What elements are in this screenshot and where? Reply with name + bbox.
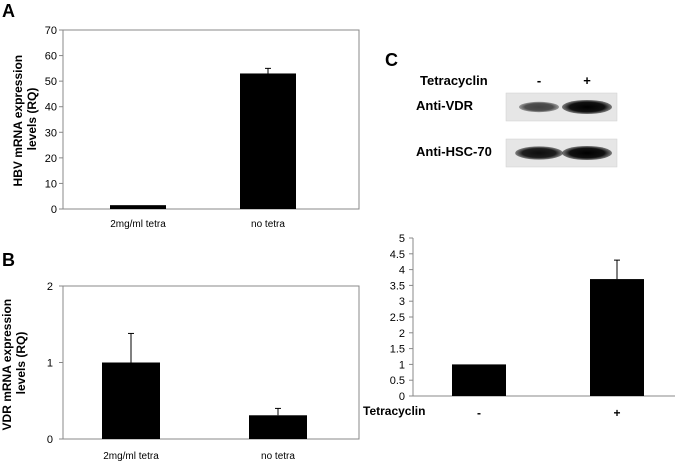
chart-c-y-tick-label: 2.5 (390, 312, 405, 324)
blot-lane-label: + (583, 73, 591, 88)
chart-a-y-tick-label: 20 (45, 153, 57, 165)
blot-band (515, 146, 563, 160)
chart-b-y-tick-label: 2 (47, 281, 53, 293)
chart-b-ylabel: VDR mRNA expression levels (RQ) (0, 296, 28, 431)
panel-letter-a: A (2, 1, 15, 21)
chart-b-ylabel-line1: VDR mRNA expression (0, 299, 14, 431)
chart-a-y-tick-label: 70 (45, 25, 57, 37)
chart-b-category-label: 2mg/ml tetra (103, 451, 159, 461)
chart-c-y-tick-label: 0 (399, 391, 405, 403)
chart-b: VDR mRNA expression levels (RQ) 0 1 2 2mg/m… (0, 281, 360, 461)
chart-c-xlabel: Tetracyclin (363, 404, 425, 418)
chart-c-y-tick-label: 4.5 (390, 249, 405, 261)
chart-a-category-label: no tetra (251, 219, 285, 230)
chart-a-y-tick-label: 30 (45, 127, 57, 139)
panel-letter-b: B (2, 250, 15, 270)
chart-a-bar (240, 73, 296, 209)
panel-letter-c: C (385, 50, 398, 70)
chart-b-bar (249, 415, 307, 439)
chart-a-category-label: 2mg/ml tetra (110, 219, 166, 230)
chart-a-y-tick-label: 50 (45, 76, 57, 88)
chart-a-plot-frame (62, 29, 360, 210)
blot-band (562, 100, 612, 114)
chart-c-y-tick-label: 5 (399, 233, 405, 245)
chart-c-y-tick-label: 3 (399, 296, 405, 308)
chart-b-y-tick-label: 0 (47, 434, 53, 446)
chart-a-ylabel-line1: HBV mRNA expression (11, 55, 25, 187)
chart-c-bar (452, 364, 506, 396)
chart-b-ylabel-line2: levels (RQ) (14, 332, 28, 395)
chart-c-y-tick-label: 0.5 (390, 375, 405, 387)
chart-a-ylabel: HBV mRNA expression levels (RQ) (11, 52, 39, 187)
chart-a-y-tick-label: 40 (45, 102, 57, 114)
chart-c-bar (590, 279, 644, 396)
chart-a-y-tick-label: 10 (45, 178, 57, 190)
chart-b-y-tick-label: 1 (47, 358, 53, 370)
chart-a-ylabel-line2: levels (RQ) (25, 88, 39, 151)
blot-row-label: Anti-VDR (416, 98, 474, 113)
chart-c-y-tick-label: 1 (399, 359, 405, 371)
chart-c-y-tick-label: 1.5 (390, 344, 405, 356)
chart-a-y-tick-label: 60 (45, 51, 57, 63)
blot-row-label: Anti-HSC-70 (416, 144, 492, 159)
blot-band (562, 146, 612, 160)
western-blot: Tetracyclin - + Anti-VDR Anti-HSC-70 (416, 73, 618, 168)
chart-c-y-tick-label: 3.5 (390, 280, 405, 292)
blot-band (518, 101, 560, 113)
chart-c-category-label: - (477, 406, 481, 420)
chart-b-category-label: no tetra (261, 451, 295, 461)
chart-a-bar (110, 205, 166, 209)
blot-lane-label: - (537, 73, 541, 88)
chart-c: Tetracyclin 0 0.5 1 1.5 2 2.5 3 3.5 4 4.5 5 - + (363, 233, 675, 420)
chart-a: HBV mRNA expression levels (RQ) 0 10 20 30 4… (11, 25, 360, 230)
chart-c-category-label: + (613, 406, 620, 420)
chart-a-y-tick-label: 0 (51, 204, 57, 216)
chart-b-bar (102, 362, 160, 439)
chart-c-y-tick-label: 4 (399, 265, 405, 277)
blot-treatment-label: Tetracyclin (420, 73, 488, 88)
chart-c-y-tick-label: 2 (399, 328, 405, 340)
